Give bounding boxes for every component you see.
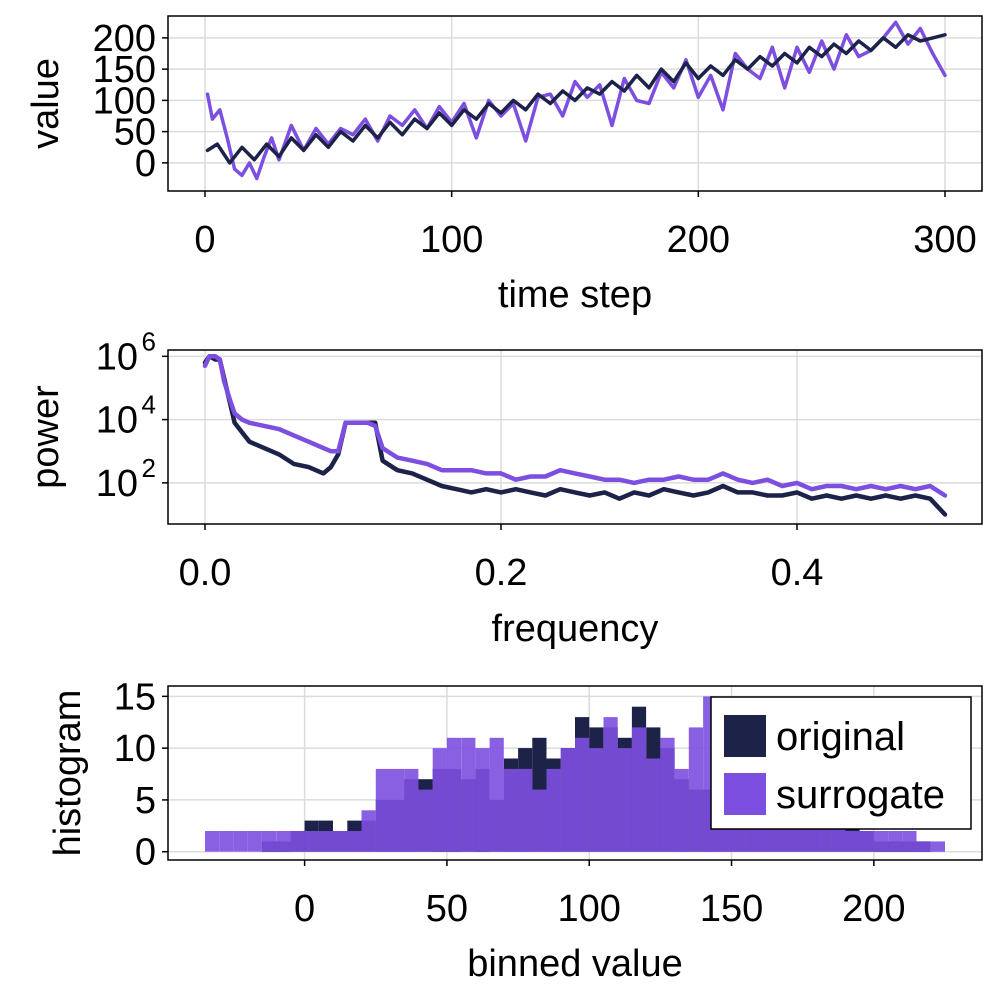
timeseries-ytick-label: 200 <box>93 18 156 60</box>
histogram-bar-surrogate <box>518 768 533 852</box>
spectrum-line-surrogate <box>202 354 948 498</box>
legend-label-original: original <box>776 715 905 759</box>
histogram-bar-surrogate <box>290 831 305 852</box>
histogram-ytick-label: 5 <box>135 780 156 822</box>
spectrum-xtick-label: 0.0 <box>179 552 232 594</box>
legend-swatch-original <box>724 715 766 757</box>
histogram-bar-surrogate <box>247 831 262 852</box>
histogram-bar-surrogate <box>845 831 860 852</box>
timeseries-xlabel: time step <box>498 274 652 316</box>
histogram-bar-surrogate <box>461 737 476 852</box>
timeseries-xtick-label: 100 <box>420 219 483 261</box>
histogram-bar-surrogate <box>418 789 433 852</box>
histogram-bar-surrogate <box>902 831 917 852</box>
histogram-bar-surrogate <box>261 831 277 852</box>
histogram-bar-surrogate <box>233 831 248 852</box>
histogram-bar-surrogate <box>603 717 618 852</box>
spectrum-line-original <box>202 354 948 517</box>
timeseries-ytick-label: 50 <box>114 112 156 154</box>
histogram-bar-surrogate <box>888 831 903 852</box>
histogram-ytick-label: 15 <box>114 676 156 718</box>
histogram-ytick-label: 0 <box>135 832 156 874</box>
histogram-panel: 0 50 100 150 200 0 5 10 15 binned value histogram o… <box>47 676 983 985</box>
histogram-bar-surrogate <box>205 831 220 852</box>
timeseries-line-surrogate <box>205 20 947 181</box>
histogram-plot-frame <box>167 685 983 861</box>
spectrum-ytick-label: 10 <box>96 400 138 442</box>
timeseries-xtick-label: 200 <box>667 219 730 261</box>
histogram-xtick-label: 100 <box>558 888 621 930</box>
spectrum-ytick-exponent: 6 <box>142 326 156 356</box>
histogram-bar-surrogate <box>916 841 931 852</box>
spectrum-xlabel: frequency <box>492 608 659 650</box>
histogram-bar-surrogate <box>304 831 319 852</box>
timeseries-ytick-label: 0 <box>135 143 156 185</box>
spectrum-ylabel: power <box>25 385 67 489</box>
histogram-bar-surrogate <box>361 810 376 852</box>
histogram-bar-surrogate <box>276 831 291 852</box>
histogram-bar-surrogate <box>873 831 888 852</box>
histogram-bar-surrogate <box>589 748 604 852</box>
histogram-ytick-label: 10 <box>114 728 156 770</box>
histogram-bar-surrogate <box>631 727 647 852</box>
timeseries-ytick-label: 150 <box>93 49 156 91</box>
timeseries-plot-frame <box>167 15 983 192</box>
histogram-ylabel: histogram <box>47 690 89 857</box>
spectrum-ytick-label: 10 <box>96 336 138 378</box>
legend: original surrogate <box>710 696 972 830</box>
histogram-bar-surrogate <box>575 737 590 852</box>
histogram-bar-surrogate <box>546 768 561 852</box>
histogram-xtick-label: 0 <box>294 888 315 930</box>
histogram-bar-surrogate <box>660 737 675 852</box>
histogram-bar-surrogate <box>219 831 234 852</box>
histogram-bar-surrogate <box>503 768 518 852</box>
spectrum-xtick-label: 0.2 <box>475 552 528 594</box>
histogram-bar-surrogate <box>930 841 945 852</box>
spectrum-ytick-exponent: 2 <box>142 453 156 483</box>
histogram-xtick-label: 50 <box>426 888 468 930</box>
histogram-bar-surrogate <box>560 748 575 852</box>
histogram-bar-surrogate <box>489 737 504 852</box>
histogram-bar-surrogate <box>688 727 703 852</box>
timeseries-xtick-label: 0 <box>194 219 215 261</box>
histogram-bar-surrogate <box>532 789 547 852</box>
legend-swatch-surrogate <box>724 773 766 815</box>
timeseries-xtick-label: 300 <box>913 219 976 261</box>
timeseries-ytick-label: 100 <box>93 80 156 122</box>
timeseries-ylabel: value <box>25 58 67 149</box>
histogram-bar-surrogate <box>318 831 333 852</box>
spectrum-xtick-label: 0.4 <box>771 552 824 594</box>
histogram-bar-surrogate <box>375 768 390 852</box>
histogram-bar-surrogate <box>674 768 689 852</box>
spectrum-plot-frame <box>167 349 983 525</box>
spectrum-ytick-label: 10 <box>96 463 138 505</box>
histogram-xlabel: binned value <box>467 943 683 985</box>
histogram-bar-surrogate <box>347 831 362 852</box>
histogram-bar-surrogate <box>446 737 462 852</box>
timeseries-line-original <box>205 33 947 165</box>
histogram-bar-surrogate <box>390 768 405 852</box>
histogram-bar-surrogate <box>646 758 661 852</box>
spectrum-ytick-exponent: 4 <box>142 390 156 420</box>
histogram-bar-surrogate <box>404 768 419 852</box>
histogram-xtick-label: 150 <box>700 888 763 930</box>
histogram-bar-surrogate <box>475 748 490 852</box>
histogram-bar-surrogate <box>333 831 348 852</box>
histogram-bar-surrogate <box>432 748 447 852</box>
legend-label-surrogate: surrogate <box>776 773 945 817</box>
histogram-bar-surrogate <box>859 831 874 852</box>
histogram-bar-surrogate <box>617 748 632 852</box>
histogram-xtick-label: 200 <box>842 888 905 930</box>
